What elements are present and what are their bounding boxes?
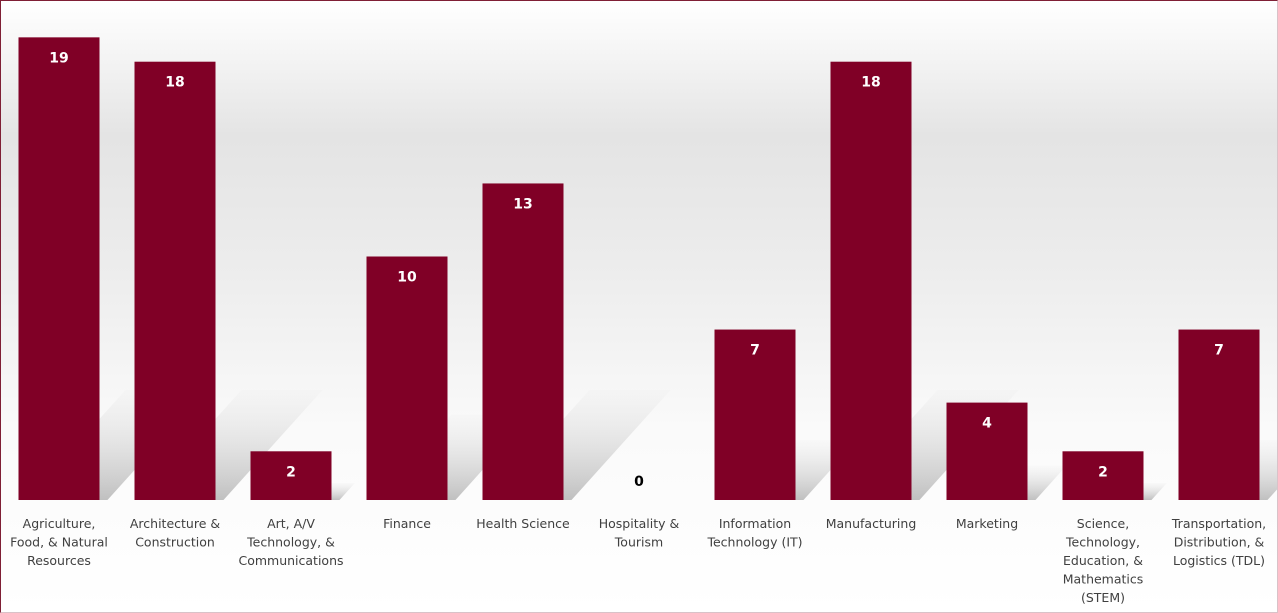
- data-label: 18: [861, 75, 880, 91]
- bar: [482, 183, 564, 500]
- bar: [250, 451, 332, 500]
- x-tick-label: Manufacturing: [826, 516, 917, 531]
- data-labels: 19 18 2 10 13 0 7 18 4 2 7: [49, 50, 1224, 490]
- bar: [18, 37, 100, 500]
- data-label: 7: [750, 343, 760, 359]
- bar: [946, 402, 1028, 500]
- x-tick-label: Hospitality & Tourism: [599, 516, 680, 550]
- data-label: 0: [634, 474, 644, 490]
- data-label: 19: [49, 50, 68, 66]
- x-tick-label: Architecture & Construction: [130, 516, 220, 550]
- x-tick-label: Science, Technology, Education, & Mathemati…: [1063, 516, 1144, 605]
- x-tick-label: Transportation, Distribution, & Logistics …: [1171, 516, 1266, 568]
- x-tick-label: Finance: [383, 516, 431, 531]
- bar: [134, 61, 216, 500]
- x-axis-tick-labels: Agriculture, Food, & Natural Resources Arch…: [10, 516, 1266, 605]
- x-tick-label: Health Science: [476, 516, 570, 531]
- bar: [830, 61, 912, 500]
- data-label: 2: [286, 464, 296, 480]
- data-label: 7: [1214, 343, 1224, 359]
- x-tick-label: Art, A/V Technology, & Communications: [238, 516, 343, 568]
- data-label: 13: [513, 196, 532, 212]
- data-label: 4: [982, 416, 992, 432]
- data-label: 18: [165, 75, 184, 91]
- x-tick-label: Marketing: [956, 516, 1018, 531]
- bar: [366, 256, 448, 500]
- data-label: 2: [1098, 464, 1108, 480]
- data-label: 10: [397, 270, 417, 286]
- bar: [1178, 329, 1260, 500]
- bar: [1062, 451, 1144, 500]
- bar: [714, 329, 796, 500]
- bar-series: [18, 37, 1260, 500]
- x-tick-label: Agriculture, Food, & Natural Resources: [10, 516, 108, 568]
- x-tick-label: Information Technology (IT): [706, 516, 802, 550]
